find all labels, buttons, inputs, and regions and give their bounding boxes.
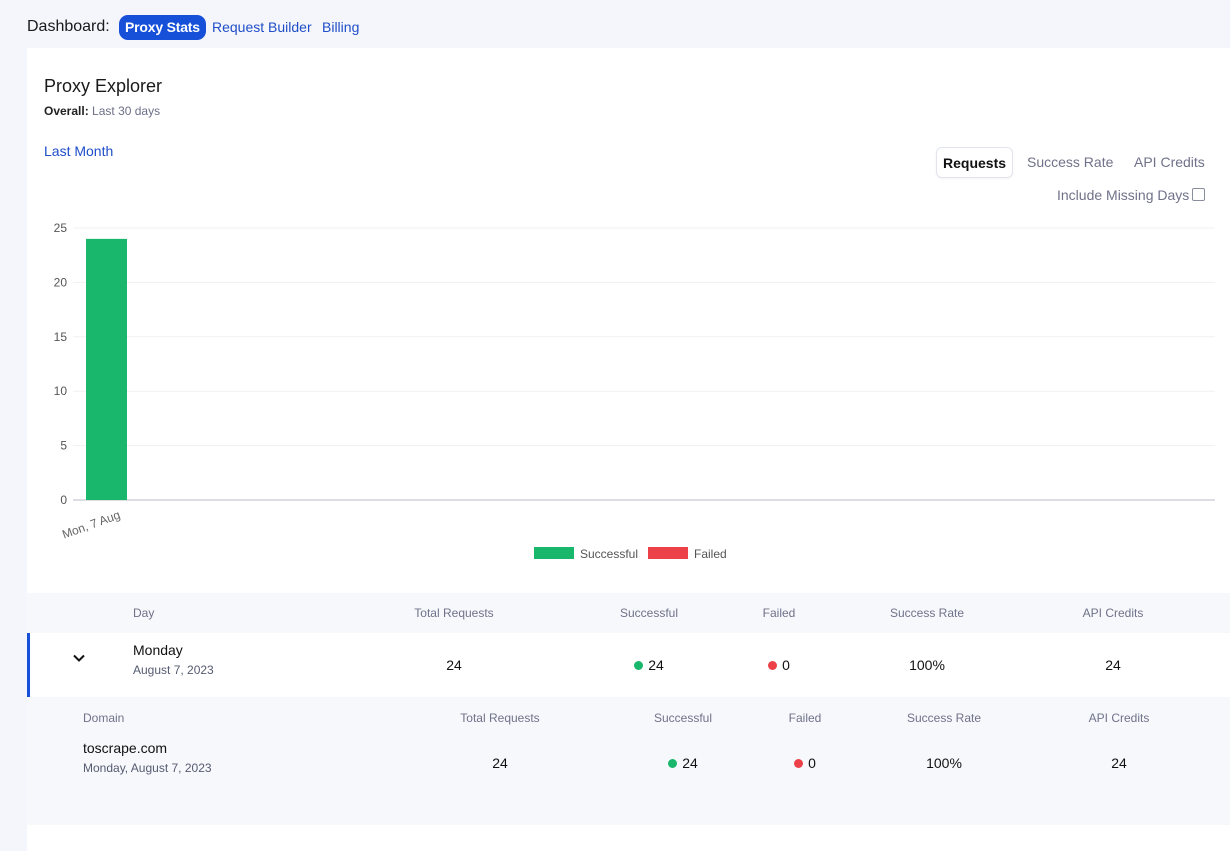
- expand-chevron-icon[interactable]: [72, 651, 86, 668]
- row-total: 24: [446, 657, 462, 673]
- col-successful: Successful: [619, 606, 679, 620]
- y-tick-label: 5: [60, 439, 67, 453]
- table-header: Day Total Requests Successful Failed Suc…: [27, 593, 1230, 633]
- legend-label-failed: Failed: [694, 547, 727, 561]
- dashboard-label: Dashboard:: [27, 18, 110, 35]
- requests-bar-chart: 0 5 10 15 20 25 Mon, 7 Aug Successful Failed: [54, 221, 1215, 561]
- overall-value: Last 30 days: [92, 104, 161, 118]
- row-success-rate: 100%: [909, 657, 945, 673]
- col-day: Day: [133, 606, 155, 620]
- include-missing-days-checkbox[interactable]: [1192, 188, 1205, 201]
- table-row[interactable]: Monday August 7, 2023 24 24 0 100% 24: [27, 633, 1230, 697]
- sub-row-domain[interactable]: toscrape.com: [83, 740, 168, 756]
- y-tick-label: 0: [60, 493, 67, 507]
- col-failed: Failed: [762, 606, 796, 620]
- y-tick-label: 20: [54, 275, 68, 289]
- sub-col-total-requests: Total Requests: [460, 711, 540, 725]
- overall-period: Overall: Last 30 days: [44, 104, 160, 118]
- tab-proxy-stats[interactable]: Proxy Stats: [119, 15, 206, 40]
- sub-row-api-credits: 24: [1111, 755, 1127, 771]
- row-date: August 7, 2023: [133, 663, 214, 677]
- sub-col-api-credits: API Credits: [1088, 711, 1150, 725]
- sub-col-success-rate: Success Rate: [906, 711, 982, 725]
- success-dot-icon: [668, 759, 678, 768]
- failed-dot-icon: [794, 759, 804, 768]
- sub-row-successful-value: 24: [682, 755, 698, 771]
- success-dot-icon: [634, 661, 644, 670]
- col-success-rate: Success Rate: [889, 606, 965, 620]
- page-title: Proxy Explorer: [44, 76, 163, 96]
- dashboard-nav: Dashboard: Proxy Stats Request Builder B…: [0, 0, 1230, 48]
- y-tick-label: 10: [54, 384, 68, 398]
- tab-billing[interactable]: Billing: [322, 19, 360, 35]
- bar-successful: [86, 238, 127, 500]
- row-failed: 0: [719, 657, 839, 673]
- sub-row-date: Monday, August 7, 2023: [83, 761, 212, 775]
- domain-subtable: Domain Total Requests Successful Failed …: [27, 697, 1230, 825]
- col-total-requests: Total Requests: [414, 606, 494, 620]
- col-api-credits: API Credits: [1082, 606, 1144, 620]
- segment-success-rate[interactable]: Success Rate: [1027, 154, 1114, 170]
- row-day: Monday: [133, 642, 183, 658]
- row-successful-value: 24: [648, 657, 664, 673]
- x-tick-label: Mon, 7 Aug: [60, 508, 122, 542]
- period-selector-link[interactable]: Last Month: [44, 143, 114, 159]
- row-failed-value: 0: [782, 657, 790, 673]
- segment-requests[interactable]: Requests: [936, 147, 1014, 178]
- sub-row-successful: 24: [623, 755, 743, 771]
- sub-col-domain: Domain: [83, 711, 125, 725]
- y-tick-label: 15: [54, 330, 68, 344]
- proxy-explorer-card: Proxy Explorer Overall: Last 30 days Las…: [27, 48, 1230, 851]
- sub-row-failed-value: 0: [808, 755, 816, 771]
- sub-row-success-rate: 100%: [926, 755, 962, 771]
- segment-api-credits[interactable]: API Credits: [1134, 154, 1205, 170]
- sub-col-successful: Successful: [653, 711, 713, 725]
- legend-label-successful: Successful: [580, 547, 638, 561]
- legend-swatch-failed: [648, 547, 688, 559]
- include-missing-days-label: Include Missing Days: [1057, 187, 1190, 203]
- sub-row-failed: 0: [745, 755, 865, 771]
- legend-swatch-successful: [534, 547, 574, 559]
- failed-dot-icon: [768, 661, 778, 670]
- tab-request-builder[interactable]: Request Builder: [212, 19, 312, 35]
- sub-col-failed: Failed: [788, 711, 822, 725]
- row-successful: 24: [589, 657, 709, 673]
- overall-label: Overall:: [44, 104, 89, 118]
- sub-row-total: 24: [492, 755, 508, 771]
- row-api-credits: 24: [1105, 657, 1121, 673]
- y-tick-label: 25: [54, 221, 68, 235]
